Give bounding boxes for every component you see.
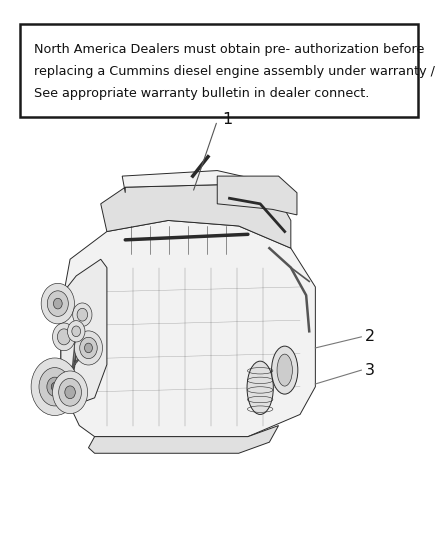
Text: 2: 2 [365,329,375,344]
Circle shape [53,323,75,351]
Bar [20,24,418,117]
Ellipse shape [247,361,273,415]
Circle shape [51,383,58,391]
Circle shape [31,358,78,416]
Circle shape [41,284,74,324]
Text: See appropriate warranty bulletin in dealer connect.: See appropriate warranty bulletin in dea… [34,87,369,100]
Circle shape [85,343,92,353]
Polygon shape [88,425,279,453]
Text: North America Dealers must obtain pre- authorization before: North America Dealers must obtain pre- a… [34,43,424,56]
Circle shape [73,303,92,326]
Polygon shape [217,176,297,215]
Ellipse shape [277,354,293,386]
Circle shape [39,368,71,406]
Circle shape [74,331,102,365]
Text: 3: 3 [365,362,375,377]
Polygon shape [61,221,315,437]
Circle shape [53,298,62,309]
Polygon shape [61,259,107,403]
Ellipse shape [272,346,298,394]
Circle shape [77,308,88,321]
Circle shape [47,377,63,397]
Text: 1: 1 [223,112,233,127]
Circle shape [65,386,75,399]
Circle shape [72,326,81,337]
Polygon shape [101,184,291,248]
Circle shape [53,371,88,414]
Circle shape [47,291,68,317]
Circle shape [59,378,81,406]
Circle shape [80,337,97,359]
Circle shape [67,321,85,342]
Text: replacing a Cummins diesel engine assembly under warranty / goodwill.: replacing a Cummins diesel engine assemb… [34,65,438,78]
Circle shape [57,329,71,345]
Polygon shape [122,171,269,193]
